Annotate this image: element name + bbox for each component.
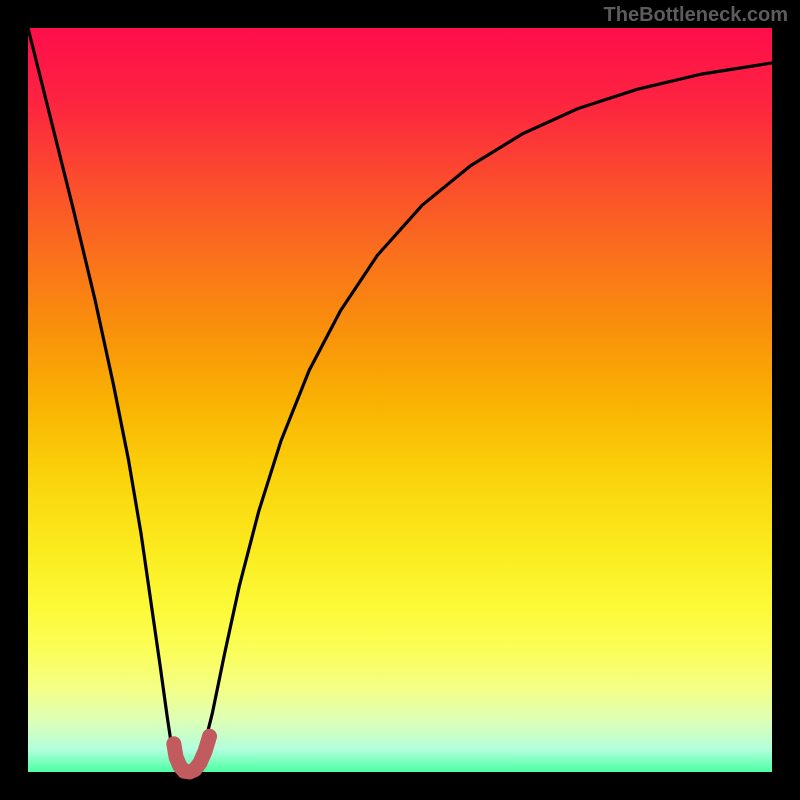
bottleneck-chart	[0, 0, 800, 800]
watermark-text: TheBottleneck.com	[604, 4, 788, 27]
gradient-plot-area	[28, 28, 772, 772]
chart-container: TheBottleneck.com	[0, 0, 800, 800]
